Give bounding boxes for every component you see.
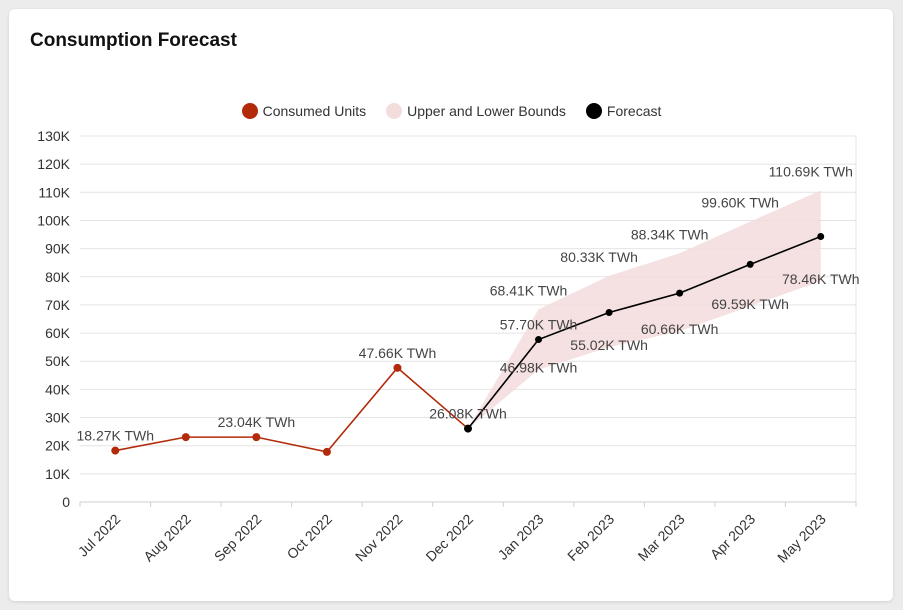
y-tick-label: 40K	[45, 381, 71, 397]
consumed-units-point	[393, 363, 402, 372]
consumed-data-label: 18.27K TWh	[76, 428, 154, 444]
consumed-units-line	[115, 366, 469, 453]
y-tick-label: 100K	[37, 212, 70, 228]
upper-bound-label: 80.33K TWh	[560, 249, 638, 265]
y-tick-label: 130K	[37, 128, 70, 144]
consumed-units-point	[181, 433, 190, 442]
legend-item-consumed[interactable]: Consumed Units	[241, 103, 367, 119]
y-tick-label: 0	[62, 494, 70, 510]
chart-title: Consumption Forecast	[30, 30, 237, 51]
forecast-point	[535, 336, 543, 344]
upper-bound-label: 110.69K TWh	[769, 163, 853, 179]
x-tick-label: Oct 2022	[284, 511, 336, 563]
y-tick-label: 90K	[45, 241, 71, 257]
y-tick-label: 110K	[38, 184, 70, 200]
upper-bound-label: 68.41K TWh	[490, 282, 568, 298]
y-tick-label: 120K	[37, 156, 70, 172]
forecast-point	[605, 309, 613, 317]
x-tick-label: Jul 2022	[75, 511, 124, 560]
legend-label: Upper and Lower Bounds	[407, 103, 566, 119]
bounds-swatch	[386, 103, 403, 119]
forecast-point	[817, 233, 825, 241]
x-tick-label: Nov 2022	[352, 511, 406, 565]
lower-bound-label: 60.66K TWh	[641, 321, 719, 337]
consumed-data-label: 47.66K TWh	[359, 345, 437, 361]
forecast-line	[467, 235, 822, 430]
upper-bound-label: 88.34K TWh	[631, 226, 709, 242]
legend-item-forecast[interactable]: Forecast	[585, 103, 662, 119]
y-tick-label: 60K	[45, 325, 71, 341]
lower-bound-label: 69.59K TWh	[711, 296, 789, 312]
consumed-units-point	[252, 433, 261, 442]
legend-label: Forecast	[606, 103, 662, 119]
y-tick-label: 30K	[45, 410, 71, 426]
y-tick-label: 80K	[45, 269, 71, 285]
y-tick-label: 50K	[45, 353, 71, 369]
x-tick-label: Feb 2023	[564, 511, 617, 564]
forecast-data-label: 57.70K TWh	[500, 317, 578, 333]
forecast-swatch	[585, 103, 602, 119]
legend: Consumed Units Upper and Lower Bounds Fo…	[0, 103, 903, 119]
legend-item-bounds[interactable]: Upper and Lower Bounds	[386, 103, 566, 119]
bounds-area	[468, 190, 821, 429]
x-tick-label: Dec 2022	[422, 511, 476, 565]
x-tick-label: Jan 2023	[495, 511, 547, 563]
x-tick-label: Sep 2022	[211, 511, 265, 565]
consumed-data-label: 23.04K TWh	[218, 414, 296, 430]
consumed-units-point	[464, 424, 472, 433]
consumed-units-point	[322, 447, 331, 456]
y-tick-label: 10K	[45, 466, 71, 482]
legend-label: Consumed Units	[262, 103, 367, 119]
consumed-data-label: 26.08K TWh	[429, 406, 507, 422]
y-tick-label: 20K	[45, 438, 71, 454]
x-tick-label: Aug 2022	[140, 511, 194, 565]
lower-bound-label: 46.98K TWh	[500, 360, 578, 376]
forecast-point	[746, 260, 754, 268]
x-tick-label: Mar 2023	[635, 511, 688, 564]
consumed-units-point	[111, 446, 120, 455]
forecast-point	[676, 289, 684, 297]
x-tick-label: May 2023	[774, 511, 829, 566]
y-tick-label: 70K	[45, 297, 71, 313]
consumed-units-swatch	[241, 103, 258, 119]
upper-bound-label: 99.60K TWh	[701, 195, 779, 211]
x-tick-label: Apr 2023	[707, 511, 759, 563]
lower-bound-label: 78.46K TWh	[782, 271, 860, 287]
lower-bound-label: 55.02K TWh	[570, 337, 648, 353]
